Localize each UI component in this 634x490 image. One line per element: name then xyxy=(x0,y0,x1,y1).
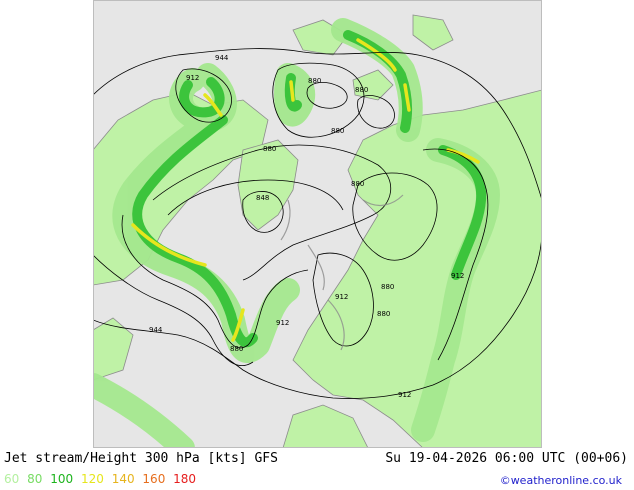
legend-item: 140 xyxy=(111,472,135,486)
contour-label: 880 xyxy=(308,77,321,85)
contour-label: 944 xyxy=(215,54,229,62)
height-contours xyxy=(93,48,542,399)
contour-label: 880 xyxy=(331,127,344,135)
wind-speed-legend: 60 80 100 120 140 160 180 xyxy=(4,472,200,486)
legend-item: 60 xyxy=(4,472,20,486)
contour-labels: 944 912 880 880 880 880 880 848 880 912 … xyxy=(149,54,464,399)
contour-label: 880 xyxy=(377,310,390,318)
contour-label: 912 xyxy=(451,272,464,280)
chart-title: Jet stream/Height 300 hPa [kts] GFS xyxy=(4,451,278,466)
credit-link[interactable]: ©weatheronline.co.uk xyxy=(499,474,622,487)
legend-item: 80 xyxy=(27,472,43,486)
legend-item: 160 xyxy=(142,472,166,486)
contour-label: 880 xyxy=(351,180,364,188)
jet-stream-map: 944 912 880 880 880 880 880 848 880 912 … xyxy=(93,0,542,448)
coastlines xyxy=(280,194,404,351)
contour-label: 912 xyxy=(276,319,289,327)
forecast-datetime: Su 19-04-2026 06:00 UTC (00+06) xyxy=(385,451,628,466)
contour-label: 880 xyxy=(381,283,394,291)
legend-item: 120 xyxy=(80,472,104,486)
legend-item: 180 xyxy=(173,472,197,486)
contour-label: 944 xyxy=(149,326,163,334)
contour-label: 880 xyxy=(230,345,243,353)
contour-label: 912 xyxy=(186,74,199,82)
contour-label: 912 xyxy=(398,391,411,399)
contour-label: 880 xyxy=(263,145,276,153)
contour-label: 880 xyxy=(355,86,368,94)
contour-label: 848 xyxy=(256,194,269,202)
contour-label: 912 xyxy=(335,293,348,301)
legend-item: 100 xyxy=(50,472,74,486)
jet-cores xyxy=(131,38,480,342)
map-frame xyxy=(93,0,542,448)
